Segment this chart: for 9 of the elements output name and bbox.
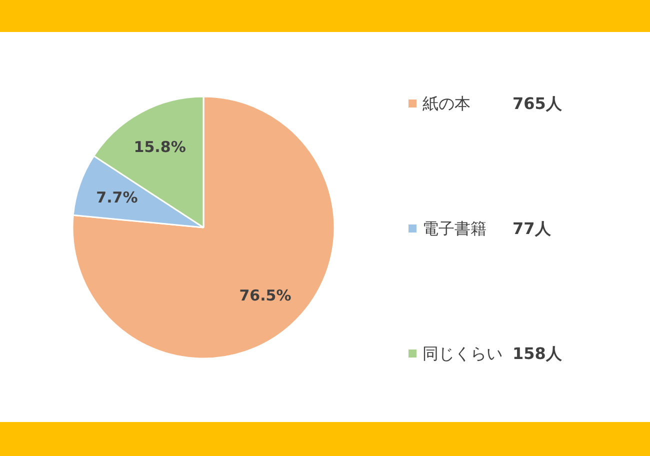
legend-label: 紙の本 — [422, 94, 470, 113]
text: 158人 — [512, 344, 562, 363]
legend-label: 同じくらい — [422, 344, 502, 363]
data-label: 15.8% — [134, 138, 186, 156]
data-label: 7.7% — [96, 188, 138, 206]
text: 77人 — [512, 219, 551, 238]
data-label: 76.5% — [239, 286, 292, 304]
legend-label: 電子書籍 — [422, 219, 486, 238]
text: 765人 — [512, 94, 562, 113]
